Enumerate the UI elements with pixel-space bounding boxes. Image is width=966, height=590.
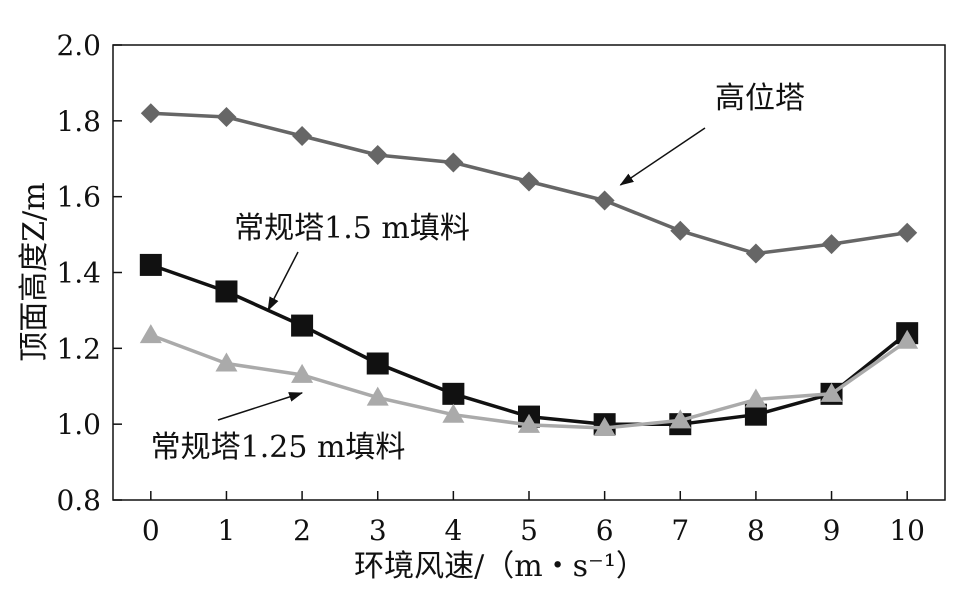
y-tick-label: 2.0 bbox=[56, 29, 101, 62]
data-point-triangle bbox=[366, 386, 389, 406]
x-tick-label: 8 bbox=[747, 514, 765, 547]
data-point-square bbox=[139, 253, 162, 276]
data-point-diamond bbox=[443, 152, 464, 173]
data-point-diamond bbox=[670, 220, 691, 241]
annotation-arrow bbox=[217, 392, 304, 421]
data-point-diamond bbox=[519, 171, 539, 192]
data-point-triangle bbox=[593, 416, 616, 436]
x-tick-label: 10 bbox=[889, 514, 925, 547]
data-point-diamond bbox=[292, 126, 313, 146]
y-tick-label: 1.8 bbox=[56, 105, 101, 138]
x-tick-label: 2 bbox=[293, 514, 311, 547]
data-point-triangle bbox=[518, 413, 540, 433]
x-tick-label: 4 bbox=[444, 514, 462, 547]
data-point-square bbox=[442, 382, 465, 405]
data-point-triangle bbox=[744, 388, 767, 408]
x-tick-label: 6 bbox=[596, 514, 614, 547]
x-tick-label: 1 bbox=[218, 514, 236, 547]
x-tick-label: 7 bbox=[671, 514, 689, 547]
y-tick-label: 0.8 bbox=[56, 484, 101, 517]
series-line bbox=[150, 263, 909, 426]
y-tick-label: 1.2 bbox=[56, 332, 101, 365]
x-tick-label: 9 bbox=[823, 514, 841, 547]
annotation-label: 高位塔 bbox=[715, 81, 805, 116]
y-tick-label: 1.6 bbox=[56, 181, 101, 214]
data-point-diamond bbox=[140, 103, 161, 124]
y-axis-title: 顶面高度Z/m bbox=[17, 182, 52, 361]
data-point-diamond bbox=[821, 234, 842, 255]
data-point-triangle bbox=[820, 382, 843, 402]
data-point-square bbox=[744, 403, 767, 426]
data-point-square bbox=[366, 352, 389, 375]
x-tick-label: 0 bbox=[142, 514, 160, 547]
data-point-triangle bbox=[215, 352, 238, 372]
data-point-diamond bbox=[594, 190, 615, 211]
data-point-triangle bbox=[291, 363, 314, 383]
data-point-diamond bbox=[216, 107, 237, 128]
series-0 bbox=[140, 103, 918, 264]
data-point-diamond bbox=[745, 243, 766, 264]
x-axis-title: 环境风速/（m・s⁻¹） bbox=[354, 549, 646, 584]
data-point-triangle bbox=[139, 324, 162, 344]
data-point-diamond bbox=[367, 144, 388, 165]
y-tick-label: 1.4 bbox=[56, 257, 101, 290]
data-point-triangle bbox=[442, 403, 465, 423]
data-point-triangle bbox=[896, 329, 919, 349]
x-tick-label: 5 bbox=[520, 514, 538, 547]
annotation-label: 常规塔1.25 m填料 bbox=[151, 430, 406, 465]
data-point-square bbox=[215, 280, 238, 303]
annotation-arrow bbox=[267, 251, 299, 312]
series-2 bbox=[139, 324, 919, 436]
y-axis: 0.8 1.0 1.2 1.4 1.6 1.8 2.0 bbox=[56, 29, 122, 517]
annotation-arrow bbox=[619, 127, 706, 186]
data-point-square bbox=[291, 314, 314, 337]
x-axis: 0 1 2 3 4 5 6 7 8 9 10 bbox=[142, 491, 925, 547]
series-layer bbox=[139, 103, 919, 436]
data-point-diamond bbox=[897, 222, 918, 243]
x-tick-label: 3 bbox=[369, 514, 387, 547]
annotation-label: 常规塔1.5 m填料 bbox=[234, 211, 470, 246]
y-tick-label: 1.0 bbox=[56, 408, 101, 441]
data-point-triangle bbox=[669, 409, 692, 429]
